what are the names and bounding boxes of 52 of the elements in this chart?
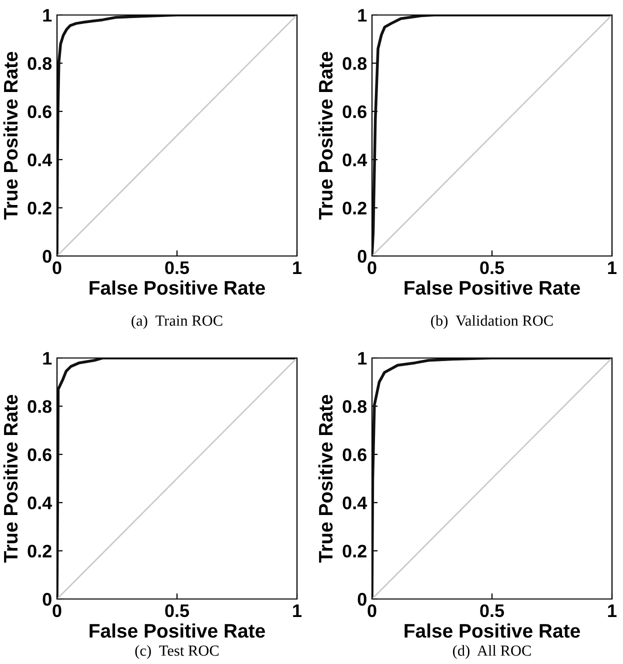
x-tick-label: 1 xyxy=(293,604,302,617)
x-tick-label: 1 xyxy=(293,262,302,274)
y-tick-label: 0.2 xyxy=(28,202,52,215)
x-axis-title: False Positive Rate xyxy=(90,623,265,638)
x-tick-label: 1 xyxy=(608,262,617,274)
x-axis-title: False Positive Rate xyxy=(404,623,580,638)
line-series xyxy=(372,358,612,599)
text: (c) Test ROC xyxy=(135,645,219,659)
text: (b) Validation ROC xyxy=(431,315,553,329)
text: (d) All ROC xyxy=(452,645,531,659)
y-tick-label: 0.4 xyxy=(342,496,368,510)
line-series xyxy=(57,358,297,599)
y-axis-title: True Positive Rate xyxy=(3,52,18,220)
y-tick-label: 0 xyxy=(358,250,366,263)
y-tick-label: 0.8 xyxy=(28,400,52,413)
y-tick-label: 0 xyxy=(42,250,52,263)
y-tick-label: 0.4 xyxy=(342,154,368,166)
y-tick-label: 0.2 xyxy=(342,544,366,558)
y-tick-label: 1 xyxy=(358,9,367,22)
y-tick-label: 1 xyxy=(358,352,367,365)
y-axis-title: True Positive Rate xyxy=(3,394,18,563)
x-tick-label: 0 xyxy=(368,604,376,618)
y-tick-label: 1 xyxy=(43,352,52,365)
x-tick-label: 0.5 xyxy=(480,604,504,618)
y-axis-title: True Positive Rate xyxy=(318,52,333,220)
y-tick-label: 0.6 xyxy=(342,105,366,118)
y-tick-label: 0 xyxy=(42,592,52,606)
x-axis-title: False Positive Rate xyxy=(90,280,265,295)
y-tick-label: 0.6 xyxy=(28,105,52,118)
x-tick-label: 0.5 xyxy=(480,261,504,274)
y-tick-label: 0.8 xyxy=(28,57,52,70)
y-tick-label: 0.8 xyxy=(342,57,367,70)
y-tick-label: 0.2 xyxy=(342,202,366,215)
y-tick-label: 0.6 xyxy=(28,448,52,462)
x-axis-title: False Positive Rate xyxy=(404,280,580,295)
x-tick-label: 0 xyxy=(52,261,62,274)
line-series xyxy=(57,15,297,256)
text: (a) Train ROC xyxy=(132,315,222,329)
x-tick-label: 0 xyxy=(368,261,376,274)
y-tick-label: 0.4 xyxy=(28,496,52,510)
x-tick-label: 0.5 xyxy=(165,604,190,618)
y-tick-label: 0.6 xyxy=(342,448,366,462)
line-series xyxy=(372,15,612,256)
y-tick-label: 0.2 xyxy=(28,544,52,558)
y-axis-title: True Positive Rate xyxy=(318,394,333,563)
y-tick-label: 0 xyxy=(358,592,366,606)
x-tick-label: 1 xyxy=(608,604,617,617)
x-tick-label: 0 xyxy=(52,604,62,618)
y-tick-label: 1 xyxy=(43,9,52,22)
x-tick-label: 0.5 xyxy=(165,261,190,274)
y-tick-label: 0.8 xyxy=(342,400,367,413)
y-tick-label: 0.4 xyxy=(28,154,52,166)
